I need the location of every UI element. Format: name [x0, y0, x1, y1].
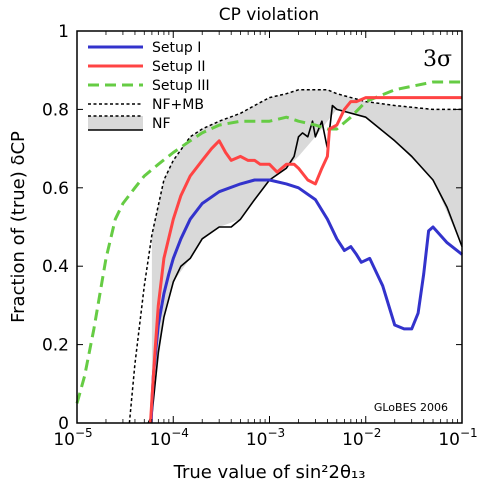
- legend-label: Setup I: [152, 40, 201, 56]
- y-tick-label: 0.2: [42, 336, 69, 356]
- legend-label: Setup II: [152, 59, 205, 75]
- series-line-nf-mb: [128, 89, 462, 424]
- x-tick-label: 10−5: [53, 426, 92, 450]
- y-tick-label: 0: [58, 414, 69, 434]
- band-layer: [151, 89, 462, 416]
- legend-label: Setup III: [152, 78, 210, 94]
- y-axis-title: Fraction of (true) δCP: [8, 131, 29, 323]
- y-tick-label: 0.8: [42, 100, 69, 120]
- x-axis-title: True value of sin²2θ₁₃: [173, 462, 366, 483]
- legend-item-setup-i: Setup I: [88, 40, 201, 56]
- legend: Setup I Setup II Setup III NF+MB NF: [88, 40, 210, 132]
- series-line-nf: [147, 104, 463, 424]
- x-tick-label: 10−4: [150, 426, 189, 450]
- series-line-setup-i: [149, 178, 463, 424]
- plot-frame: [76, 30, 463, 424]
- x-tick-label: 10−1: [438, 426, 477, 450]
- legend-item-setup-iii: Setup III: [88, 78, 210, 94]
- x-tick-label: 10−2: [342, 426, 381, 450]
- legend-label: NF: [152, 116, 171, 132]
- y-tick-label: 0.4: [42, 257, 69, 277]
- x-tick-label: 10−3: [246, 426, 285, 450]
- credit-label: GLoBES 2006: [374, 401, 448, 414]
- significance-annotation: 3σ: [423, 47, 452, 72]
- y-tick-label: 0.6: [42, 179, 69, 199]
- legend-swatch: [88, 116, 143, 130]
- band-fill: [151, 89, 462, 416]
- series-layer: [75, 80, 463, 424]
- legend-item-nf-mb: NF+MB: [88, 97, 204, 113]
- series-line-setup-iii: [75, 80, 462, 404]
- legend-item-nf: NF: [88, 115, 171, 132]
- series-line-setup-ii: [149, 96, 462, 424]
- legend-label: NF+MB: [152, 97, 204, 113]
- legend-item-setup-ii: Setup II: [88, 59, 205, 75]
- y-tick-label: 1: [58, 22, 69, 42]
- chart-title: CP violation: [219, 5, 319, 25]
